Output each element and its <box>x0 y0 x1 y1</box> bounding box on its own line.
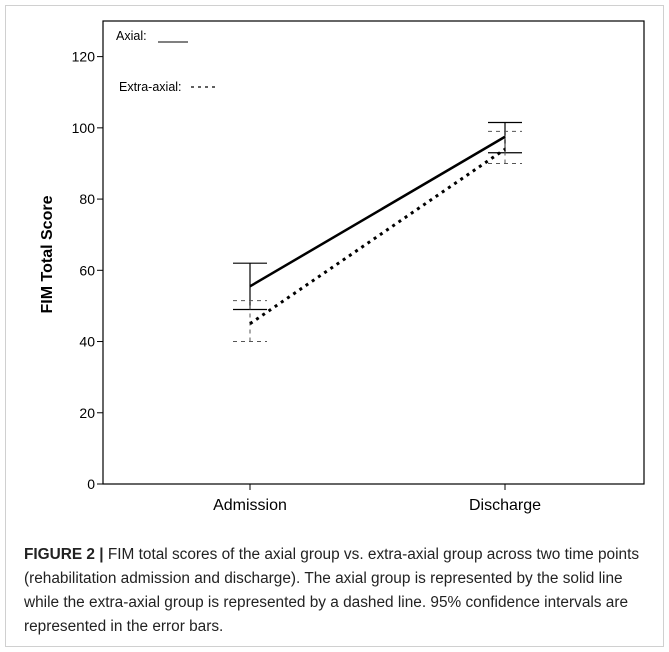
y-tick-label: 60 <box>79 262 95 278</box>
y-tick-label: 40 <box>79 334 95 350</box>
figure-caption: FIGURE 2 | FIM total scores of the axial… <box>24 543 644 639</box>
figure-caption-text: FIM total scores of the axial group vs. … <box>24 546 640 635</box>
y-tick-label: 120 <box>72 49 96 65</box>
y-tick-label: 100 <box>72 120 96 136</box>
plot-frame <box>102 20 645 485</box>
figure-frame <box>5 5 664 647</box>
x-tick-label: Discharge <box>469 497 541 514</box>
series-line-axial <box>249 135 506 288</box>
series-line-extra-axial <box>249 147 506 325</box>
legend-label-extra-axial: Extra-axial: <box>119 80 182 94</box>
legend-label-axial: Axial: <box>116 29 147 43</box>
y-tick-label: 80 <box>79 191 95 207</box>
x-tick-label: Admission <box>213 497 287 514</box>
y-tick-label: 0 <box>87 476 95 492</box>
y-axis-title: FIM Total Score <box>39 195 56 313</box>
figure-caption-label: FIGURE 2 | <box>24 546 104 563</box>
chart: 0 20 40 60 80 100 120 Admission Discharge FIM Tot… <box>39 20 645 514</box>
y-tick-label: 20 <box>79 405 95 421</box>
